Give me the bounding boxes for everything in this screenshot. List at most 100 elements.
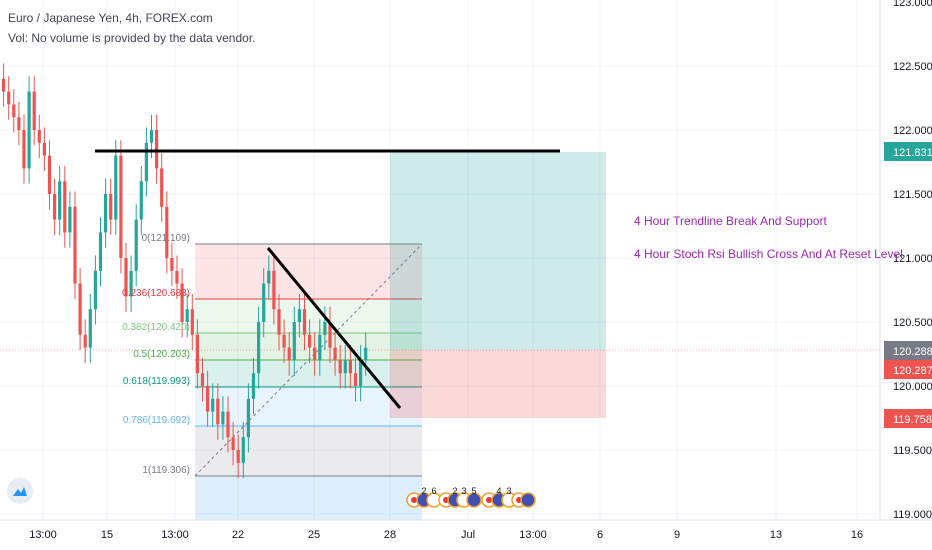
- stop-price-label: 119.758: [893, 414, 932, 426]
- candle-body: [236, 450, 240, 463]
- time-tick: 13:00: [519, 529, 547, 541]
- candle-body: [160, 168, 164, 207]
- candle-body: [226, 411, 230, 438]
- fib-label-0: 0(121.109): [142, 233, 190, 244]
- candle-body: [364, 347, 368, 361]
- candle-body: [195, 334, 199, 374]
- time-tick: Jul: [461, 529, 475, 541]
- time-tick: 25: [308, 529, 320, 541]
- long-position-tool[interactable]: [390, 152, 606, 418]
- fib-zone-0618-0786: [195, 387, 422, 426]
- fib-retracement[interactable]: [194, 243, 423, 520]
- candle-body: [98, 232, 103, 271]
- event-marker-5: [466, 492, 482, 508]
- time-tick: 13:00: [29, 529, 57, 541]
- target-price-badge: [884, 142, 932, 161]
- candle-body: [323, 322, 327, 335]
- candle-body: [333, 347, 337, 361]
- annotation-trendline-break: 4 Hour Trendline Break And Support: [634, 214, 827, 228]
- candle-body: [359, 360, 363, 386]
- candle-body: [221, 411, 225, 425]
- candle-body: [328, 322, 332, 348]
- fib-label-0382: 0.382(120.420): [122, 322, 190, 333]
- target-price-label: 121.831: [893, 147, 932, 159]
- price-tick: 122.000: [893, 125, 932, 137]
- candle-body: [53, 194, 57, 220]
- volume-note: Vol: No volume is provided by the data v…: [8, 31, 256, 45]
- time-tick: 13:00: [161, 529, 189, 541]
- candle-body: [139, 181, 143, 220]
- time-tick: 16: [851, 529, 863, 541]
- candle-body: [104, 194, 108, 233]
- event-digit-4: 3: [461, 486, 466, 496]
- candle-body: [251, 373, 256, 399]
- candle-body: [241, 437, 245, 463]
- last-price-badge: [884, 360, 932, 379]
- time-tick: 9: [674, 529, 680, 541]
- tradingview-logo[interactable]: [7, 478, 33, 504]
- candle-body: [124, 258, 128, 297]
- annotation-stoch-rsi: 4 Hour Stoch Rsi Bullish Cross And At Re…: [634, 247, 903, 261]
- price-tick: 121.000: [893, 253, 932, 265]
- candle-body: [277, 309, 281, 335]
- fib-label-0618: 0.618(119.993): [123, 376, 190, 387]
- event-digit-1: 2: [421, 486, 426, 496]
- time-tick: 15: [101, 529, 113, 541]
- candle-body: [17, 117, 21, 130]
- candle-body: [37, 130, 41, 143]
- event-markers[interactable]: 2 6 2 3 5 4 3: [406, 486, 536, 508]
- candle-body: [308, 334, 312, 348]
- candle-body: [63, 181, 67, 233]
- fib-zone-0-0236: [195, 244, 422, 299]
- fib-labels: 0(121.109) 0.236(120.683) 0.382(120.420)…: [122, 233, 190, 476]
- price-axis[interactable]: 123.000 122.500 122.000 121.500 121.000 …: [879, 0, 932, 521]
- candle-body: [348, 360, 352, 374]
- candle-body: [272, 270, 276, 310]
- candle-body: [170, 258, 174, 271]
- time-axis[interactable]: 13:00 15 13:00 22 25 28 Jul 13:00 6 9 13…: [0, 519, 932, 550]
- gridlines: [0, 0, 880, 520]
- chart-title: Euro / Japanese Yen, 4h, FOREX.com: [8, 11, 213, 25]
- candle-body: [262, 283, 266, 322]
- candle-body: [185, 309, 189, 322]
- candle-body: [343, 360, 347, 374]
- fib-label-05: 0.5(120.203): [133, 349, 190, 360]
- price-tick: 120.000: [893, 381, 932, 393]
- current-price-label: 120.288: [893, 346, 932, 358]
- candle-body: [119, 155, 123, 258]
- fib-zone-0236-0382: [195, 299, 422, 333]
- candle-body: [165, 206, 169, 258]
- candle-body: [287, 347, 291, 361]
- candle-body: [175, 270, 179, 284]
- fib-label-0786: 0.786(119.692): [123, 415, 190, 426]
- candle-body: [58, 181, 62, 220]
- mountain-logo-icon: [13, 487, 27, 496]
- candle-body: [32, 91, 36, 130]
- candle-body: [211, 398, 215, 412]
- candle-body: [144, 142, 148, 182]
- candle-body: [180, 283, 184, 322]
- candle-body: [206, 386, 210, 412]
- candle-body: [246, 398, 250, 438]
- candle-body: [109, 194, 113, 220]
- candle-body: [47, 155, 52, 194]
- candle-body: [149, 130, 154, 143]
- event-digit-7: 3: [506, 486, 511, 496]
- candles: [2, 63, 368, 479]
- candle-body: [129, 270, 133, 297]
- time-tick: 28: [384, 529, 396, 541]
- candle-body: [12, 104, 16, 118]
- candle-body: [7, 91, 11, 105]
- candle-body: [68, 206, 72, 233]
- candle-body: [292, 322, 296, 361]
- candle-body: [78, 283, 82, 335]
- time-tick: 13: [770, 529, 782, 541]
- trendline[interactable]: [266, 247, 402, 409]
- fib-zone-extension: [195, 476, 422, 520]
- fib-label-0236: 0.236(120.683): [122, 288, 190, 299]
- candle-body: [282, 334, 286, 348]
- candle-body: [200, 373, 205, 386]
- time-tick: 22: [232, 529, 244, 541]
- event-digit-5: 5: [471, 486, 476, 496]
